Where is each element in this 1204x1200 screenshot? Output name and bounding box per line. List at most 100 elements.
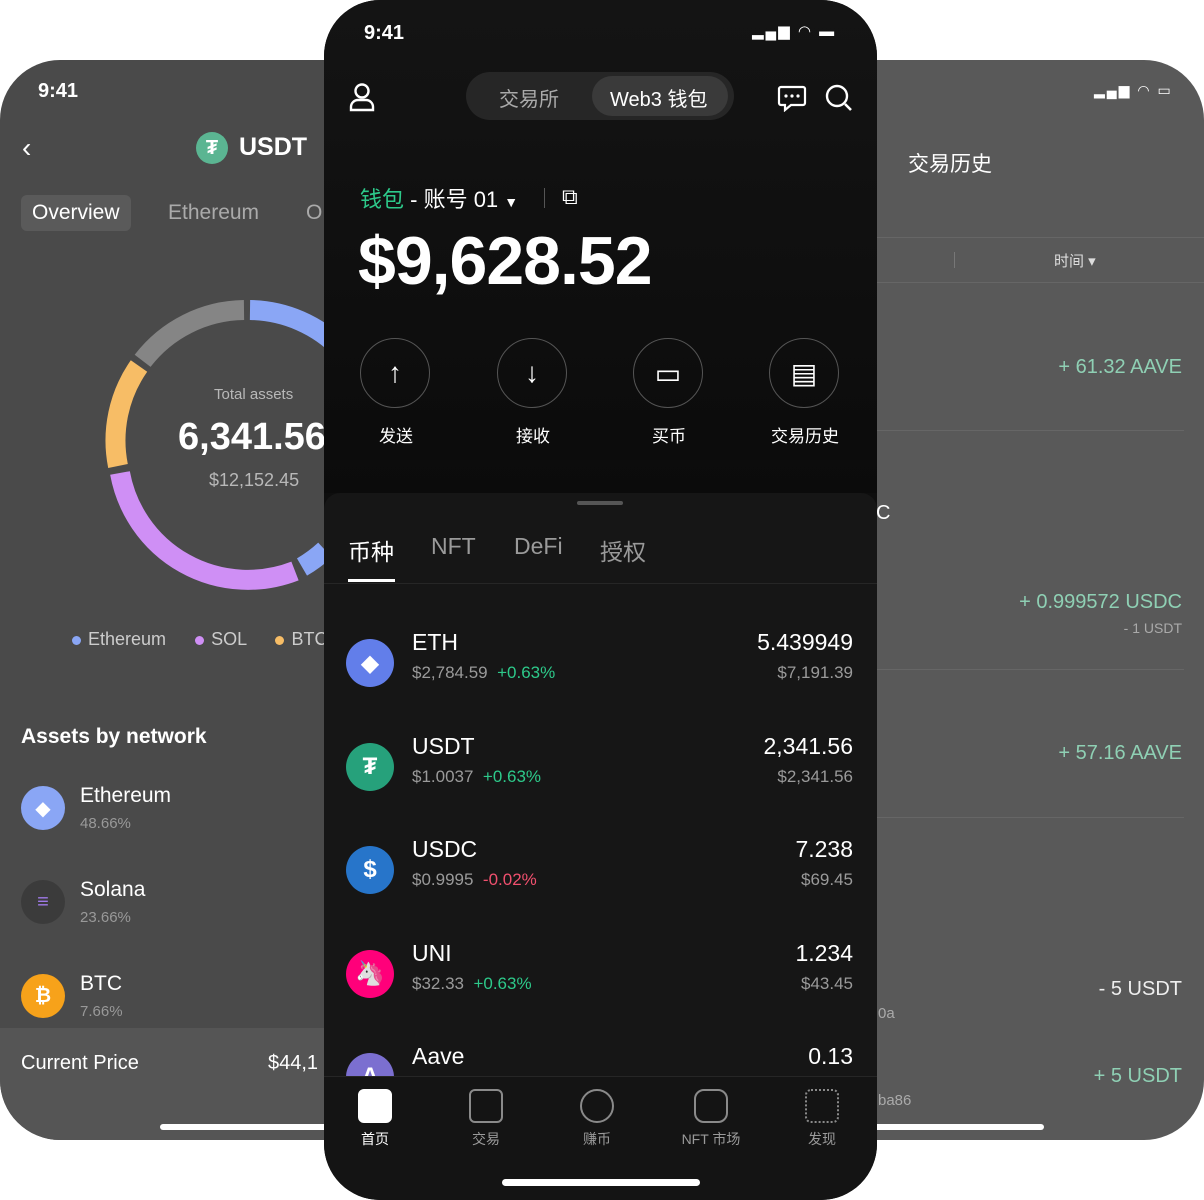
tab-nft[interactable]: NFT bbox=[431, 533, 476, 559]
uni-icon: 🦄 bbox=[346, 949, 394, 998]
bottom-tab-bar: 首页 交易 赚币 NFT 市场 发现 bbox=[324, 1076, 877, 1200]
tx-address-fragment: 0a bbox=[878, 1005, 895, 1022]
tx-amount: + 61.32 AAVE bbox=[1058, 356, 1182, 378]
receive-label: 接收 bbox=[516, 427, 550, 446]
asset-value: $2,341.56 bbox=[777, 766, 853, 786]
status-time: 9:41 bbox=[364, 22, 405, 44]
asset-row[interactable]: $ USDC $0.9995 -0.02% 7.238 $69.45 bbox=[324, 828, 877, 928]
usdc-icon: $ bbox=[346, 846, 394, 894]
tabbar-nft-market[interactable]: NFT 市场 bbox=[666, 1089, 756, 1149]
current-price-label: Current Price bbox=[21, 1052, 139, 1074]
tx-fragment: C bbox=[876, 502, 891, 524]
asset-symbol: USDC bbox=[412, 836, 478, 862]
bitcoin-icon: ₿ bbox=[21, 974, 65, 1018]
tab-tokens[interactable]: 币种 bbox=[348, 539, 394, 565]
center-phone-wallet: 9:41 ▂▄▆ ◠ ▬ 交易所 Web3 钱包 钱包 - 账号 01 ▼ ⧉ … bbox=[324, 0, 877, 1200]
eth-icon: ◆ bbox=[346, 639, 394, 687]
asset-quantity: 5.439949 bbox=[757, 629, 853, 655]
account-selector[interactable]: 钱包 - 账号 01 ▼ bbox=[360, 187, 519, 212]
time-filter[interactable]: 时间 ▾ bbox=[1054, 253, 1096, 270]
asset-price: $0.9995 -0.02% bbox=[412, 870, 537, 889]
network-pct: 23.66% bbox=[80, 909, 131, 926]
tab-exchange[interactable]: 交易所 bbox=[499, 89, 559, 111]
current-price-value: $44,1 bbox=[268, 1052, 319, 1074]
tabbar-home[interactable]: 首页 bbox=[330, 1089, 420, 1149]
ethereum-icon: ◆ bbox=[21, 786, 65, 830]
tab-web3-wallet[interactable]: Web3 钱包 bbox=[610, 89, 708, 111]
search-icon[interactable] bbox=[824, 83, 854, 113]
asset-panel: 币种 NFT DeFi 授权 ◆ ETH $2,784.59 +0.63% 5.439… bbox=[324, 493, 877, 1101]
tabbar-earn[interactable]: 赚币 bbox=[552, 1089, 642, 1149]
asset-value: $69.45 bbox=[801, 870, 853, 889]
asset-price: $2,784.59 +0.63% bbox=[412, 663, 556, 682]
total-balance: $9,628.52 bbox=[358, 223, 653, 299]
tx-amount: + 5 USDT bbox=[1093, 1065, 1182, 1087]
legend-item-sol: SOL bbox=[195, 629, 246, 649]
network-name: Ethereum bbox=[80, 784, 172, 807]
tabbar-discover[interactable]: 发现 bbox=[777, 1089, 867, 1149]
network-name: BTC bbox=[80, 972, 122, 995]
network-pct: 7.66% bbox=[80, 1003, 123, 1020]
usdt-icon: ₮ bbox=[196, 132, 228, 164]
token-title: USDT bbox=[239, 133, 308, 161]
total-assets-usd: $12,152.45 bbox=[209, 470, 300, 490]
tx-amount: - 5 USDT bbox=[1098, 978, 1182, 1000]
asset-value: $43.45 bbox=[801, 973, 853, 993]
send-label: 发送 bbox=[379, 427, 413, 446]
asset-row[interactable]: ₮ USDT $1.0037 +0.63% 2,341.56 $2,341.56 bbox=[324, 725, 877, 825]
donut-legend: Ethereum SOL BTC bbox=[72, 629, 327, 650]
mode-switch: 交易所 Web3 钱包 bbox=[466, 72, 734, 120]
network-item-solana[interactable]: ≡ Solana 23.66% bbox=[21, 878, 145, 926]
network-pct: 48.66% bbox=[80, 815, 131, 832]
back-icon[interactable]: ‹ bbox=[22, 132, 32, 163]
home-indicator bbox=[502, 1179, 700, 1186]
asset-symbol: ETH bbox=[412, 629, 458, 655]
network-item-ethereum[interactable]: ◆ Ethereum 48.66% bbox=[21, 784, 171, 832]
asset-price: $1.0037 +0.63% bbox=[412, 766, 542, 786]
tx-amount: + 0.999572 USDC bbox=[1019, 591, 1182, 613]
send-button[interactable]: ↑ 发送 bbox=[360, 338, 432, 447]
tab-defi[interactable]: DeFi bbox=[514, 533, 563, 559]
profile-icon[interactable] bbox=[348, 82, 376, 112]
copy-icon[interactable]: ⧉ bbox=[562, 184, 578, 209]
tab-overview[interactable]: Overview bbox=[21, 195, 131, 231]
asset-value: $7,191.39 bbox=[777, 663, 853, 682]
asset-quantity: 0.13 bbox=[808, 1043, 853, 1069]
asset-row[interactable]: ◆ ETH $2,784.59 +0.63% 5.439949 $7,191.39 bbox=[324, 621, 877, 721]
solana-icon: ≡ bbox=[21, 880, 65, 924]
page-title: 交易历史 bbox=[908, 153, 992, 176]
asset-price: $32.33 +0.63% bbox=[412, 973, 532, 993]
arrow-up-icon: ↑ bbox=[360, 338, 430, 408]
asset-row[interactable]: 🦄 UNI $32.33 +0.63% 1.234 $43.45 bbox=[324, 932, 877, 1032]
network-item-btc[interactable]: ₿ BTC 7.66% bbox=[21, 972, 123, 1020]
home-icon bbox=[358, 1089, 392, 1123]
total-assets-value: 6,341.56 bbox=[178, 416, 326, 458]
tab-approvals[interactable]: 授权 bbox=[600, 539, 646, 565]
asset-quantity: 7.238 bbox=[795, 836, 853, 862]
home-indicator bbox=[870, 1124, 1044, 1130]
status-icons: ▂▄▆ ◠ ▭ bbox=[1094, 82, 1173, 98]
card-icon: ▭ bbox=[633, 338, 703, 408]
asset-symbol: USDT bbox=[412, 732, 475, 759]
chat-icon[interactable] bbox=[777, 84, 807, 112]
tx-sub-amount: - 1 USDT bbox=[1123, 620, 1182, 636]
donut-segment-sol bbox=[110, 471, 299, 590]
grid-icon bbox=[805, 1089, 839, 1123]
tabbar-trade[interactable]: 交易 bbox=[441, 1089, 531, 1149]
tab-ethereum[interactable]: Ethereum bbox=[168, 201, 260, 224]
network-name: Solana bbox=[80, 878, 146, 901]
history-button[interactable]: ▤ 交易历史 bbox=[769, 338, 841, 447]
status-icons: ▂▄▆ ◠ ▬ bbox=[752, 23, 837, 40]
tx-amount: + 57.16 AAVE bbox=[1058, 742, 1182, 764]
asset-quantity: 2,341.56 bbox=[763, 732, 853, 759]
donut-segment-ethereum-2 bbox=[296, 542, 332, 576]
tx-address-fragment: ba86 bbox=[878, 1092, 912, 1109]
receive-button[interactable]: ↓ 接收 bbox=[497, 338, 569, 447]
asset-symbol: UNI bbox=[412, 939, 452, 966]
buy-button[interactable]: ▭ 买币 bbox=[633, 338, 705, 447]
tab-other[interactable]: O bbox=[306, 201, 323, 224]
usdt-icon: ₮ bbox=[346, 742, 394, 791]
section-title: Assets by network bbox=[21, 725, 207, 748]
drag-handle[interactable] bbox=[577, 501, 623, 505]
asset-symbol: Aave bbox=[412, 1043, 465, 1069]
